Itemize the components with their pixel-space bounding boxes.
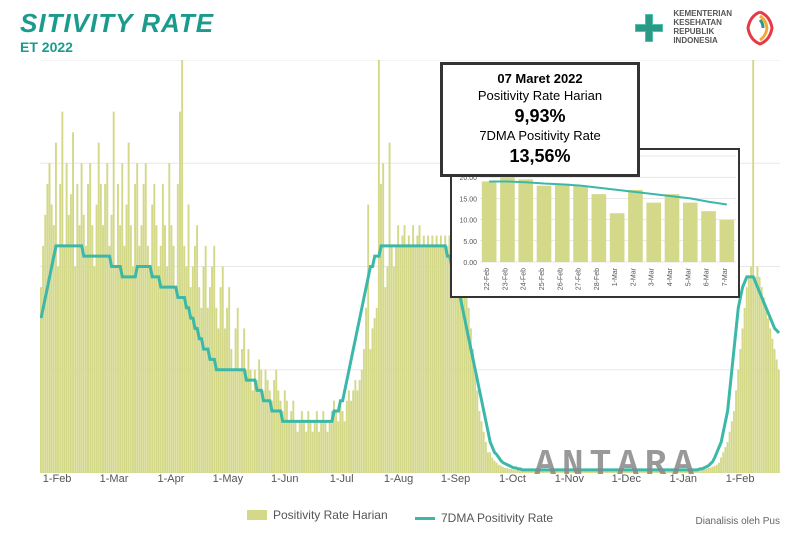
footer-source: Dianalisis oleh Pus xyxy=(696,516,781,527)
svg-text:15.00: 15.00 xyxy=(459,196,477,203)
callout-date: 07 Maret 2022 xyxy=(453,71,627,88)
svg-text:23-Feb: 23-Feb xyxy=(502,268,509,290)
x-axis-tick: 1-Feb xyxy=(43,473,72,485)
legend-label-bar: Positivity Rate Harian xyxy=(273,508,388,522)
x-axis-tick: 1-Aug xyxy=(384,473,413,485)
x-axis-tick: 1-Sep xyxy=(441,473,470,485)
legend-label-line: 7DMA Positivity Rate xyxy=(441,511,553,525)
x-axis-tick: 1-Apr xyxy=(157,473,184,485)
svg-text:24-Feb: 24-Feb xyxy=(521,268,528,290)
svg-text:22-Feb: 22-Feb xyxy=(484,268,491,290)
svg-text:1-Mar: 1-Mar xyxy=(612,267,619,286)
svg-text:26-Feb: 26-Feb xyxy=(557,268,564,290)
x-axis-tick: 1-Oct xyxy=(499,473,526,485)
callout-value-7dma: 13,56% xyxy=(453,145,627,168)
legend: Positivity Rate Harian 7DMA Positivity R… xyxy=(0,508,800,526)
g20-logo-icon xyxy=(740,8,780,48)
svg-text:5-Mar: 5-Mar xyxy=(685,267,692,286)
ministry-logo: KEMENTERIAN KESEHATAN REPUBLIK INDONESIA xyxy=(631,10,732,46)
x-axis-tick: 1-Feb xyxy=(726,473,755,485)
x-axis-tick: 1-May xyxy=(213,473,244,485)
ministry-line: INDONESIA xyxy=(673,37,732,46)
svg-text:4-Mar: 4-Mar xyxy=(667,267,674,286)
svg-text:10.00: 10.00 xyxy=(459,218,477,225)
callout-label-daily: Positivity Rate Harian xyxy=(453,88,627,105)
svg-text:6-Mar: 6-Mar xyxy=(704,267,711,286)
x-axis-tick: 1-Jul xyxy=(330,473,354,485)
svg-text:3-Mar: 3-Mar xyxy=(649,267,656,286)
svg-text:0.00: 0.00 xyxy=(463,260,477,267)
ministry-text: KEMENTERIAN KESEHATAN REPUBLIK INDONESIA xyxy=(673,10,732,45)
watermark: ANTARA xyxy=(534,444,700,485)
title-block: SITIVITY RATE ET 2022 xyxy=(20,8,214,55)
svg-text:27-Feb: 27-Feb xyxy=(576,268,583,290)
x-axis-tick: 1-Jun xyxy=(271,473,299,485)
svg-text:25-Feb: 25-Feb xyxy=(539,268,546,290)
legend-swatch-bar-icon xyxy=(247,510,267,520)
svg-text:5.00: 5.00 xyxy=(463,239,477,246)
callout-label-7dma: 7DMA Positivity Rate xyxy=(453,128,627,145)
legend-item-line: 7DMA Positivity Rate xyxy=(415,511,553,525)
header: SITIVITY RATE ET 2022 KEMENTERIAN KESEHA… xyxy=(0,0,800,60)
legend-swatch-line-icon xyxy=(415,517,435,520)
svg-text:28-Feb: 28-Feb xyxy=(594,268,601,290)
health-cross-icon xyxy=(631,10,667,46)
svg-text:2-Mar: 2-Mar xyxy=(630,267,637,286)
legend-item-bar: Positivity Rate Harian xyxy=(247,508,388,522)
page-title: SITIVITY RATE xyxy=(20,8,214,39)
x-axis-tick: 1-Mar xyxy=(100,473,129,485)
callout-value-daily: 9,93% xyxy=(453,105,627,128)
page-subtitle: ET 2022 xyxy=(20,39,214,55)
logo-area: KEMENTERIAN KESEHATAN REPUBLIK INDONESIA xyxy=(631,8,780,48)
svg-text:7-Mar: 7-Mar xyxy=(722,267,729,286)
callout-box: 07 Maret 2022 Positivity Rate Harian 9,9… xyxy=(440,62,640,177)
